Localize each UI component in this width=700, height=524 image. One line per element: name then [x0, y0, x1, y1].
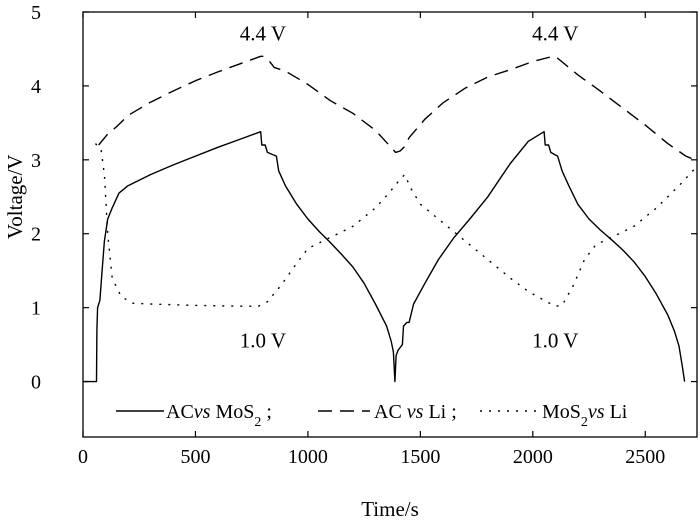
x-tick-label: 2000	[513, 446, 553, 468]
legend-label-1: AC vs Li ;	[374, 401, 457, 423]
y-tick-label: 4	[31, 76, 41, 98]
y-axis-title: Voltage/V	[3, 154, 27, 239]
y-tick-label: 2	[31, 224, 41, 246]
y-tick-label: 1	[31, 298, 41, 320]
annotation-label: 1.0 V	[240, 329, 286, 353]
series-line-1	[98, 55, 696, 161]
y-tick-label: 5	[31, 2, 41, 24]
y-tick-label: 3	[31, 150, 41, 172]
x-tick-label: 2500	[625, 446, 665, 468]
x-tick-label: 1000	[288, 446, 328, 468]
y-tick-label: 0	[31, 372, 41, 394]
legend: ACvs MoS2 ; AC vs Li ; MoS2vs Li	[116, 401, 628, 430]
series-line-0	[83, 131, 686, 383]
series-layer	[83, 55, 696, 383]
annotation-label: 4.4 V	[240, 21, 286, 45]
chart-axes: 0 500 1000 1500 2000 2500 0 1 2 3 4 5 Time/s Voltage/…	[3, 2, 698, 521]
legend-label-2: MoS2vs Li	[542, 401, 628, 430]
x-tick-label: 500	[180, 446, 210, 468]
annotation-label: 4.4 V	[532, 21, 578, 45]
annotation-label: 1.0 V	[532, 329, 578, 353]
series-line-2	[94, 143, 696, 307]
x-tick-label: 0	[78, 446, 88, 468]
x-tick-label: 1500	[400, 446, 440, 468]
annotation-layer: 4.4 V 4.4 V 1.0 V 1.0 V	[240, 21, 579, 352]
x-axis-title: Time/s	[361, 497, 419, 521]
plot-frame	[82, 11, 698, 438]
legend-label-0: ACvs MoS2 ;	[166, 401, 272, 430]
